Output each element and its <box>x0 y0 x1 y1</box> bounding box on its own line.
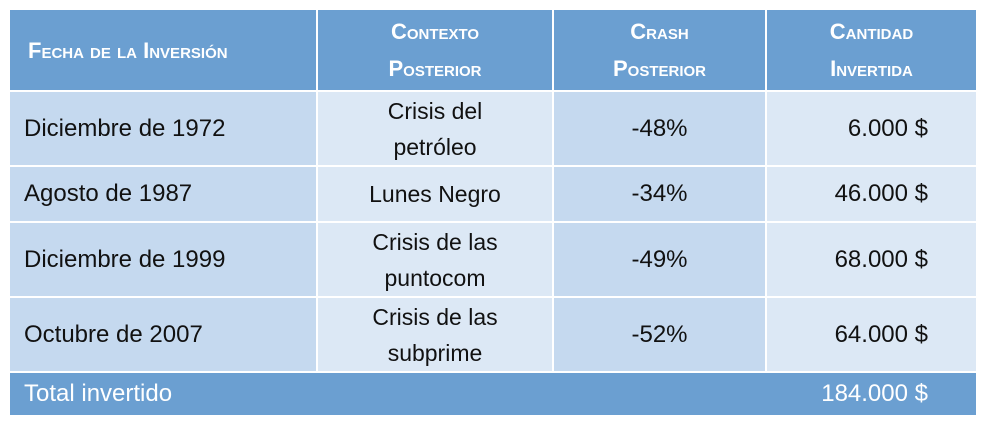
header-date: Fecha de la Inversión <box>10 10 318 92</box>
cell-amount: 46.000 $ <box>766 166 976 223</box>
cell-context-line: Crisis de las <box>372 303 498 330</box>
cell-amount: 6.000 $ <box>766 91 976 167</box>
cell-crash: -34% <box>553 166 767 223</box>
cell-crash: -48% <box>553 91 767 167</box>
table-row: Diciembre de 1999 Crisis de las puntocom… <box>10 222 976 298</box>
table-row: Agosto de 1987 Lunes Negro -34% 46.000 $ <box>10 166 976 223</box>
cell-date: Agosto de 1987 <box>10 166 318 223</box>
header-crash-line: Crash <box>630 19 689 44</box>
table-row: Diciembre de 1972 Crisis del petróleo -4… <box>10 91 976 167</box>
table-header-row: Fecha de la Inversión Contexto Posterior… <box>10 10 976 92</box>
cell-crash: -52% <box>553 297 767 373</box>
cell-context: Crisis de las puntocom <box>317 222 554 298</box>
total-amount: 184.000 $ <box>766 372 976 415</box>
cell-context: Lunes Negro <box>317 166 554 223</box>
header-crash: Crash Posterior <box>553 10 767 92</box>
total-row: Total invertido 184.000 $ <box>10 372 976 415</box>
header-amount: Cantidad Invertida <box>766 10 976 92</box>
cell-amount: 64.000 $ <box>766 297 976 373</box>
cell-date: Diciembre de 1972 <box>10 91 318 167</box>
header-context: Contexto Posterior <box>317 10 554 92</box>
cell-date: Octubre de 2007 <box>10 297 318 373</box>
cell-context-line: petróleo <box>393 133 477 160</box>
cell-date: Diciembre de 1999 <box>10 222 318 298</box>
header-context-line: Posterior <box>388 56 482 81</box>
cell-context: Crisis de las subprime <box>317 297 554 373</box>
table-row: Octubre de 2007 Crisis de las subprime -… <box>10 297 976 373</box>
cell-context: Crisis del petróleo <box>317 91 554 167</box>
header-context-line: Contexto <box>390 19 480 44</box>
cell-crash: -49% <box>553 222 767 298</box>
cell-context-line: Lunes Negro <box>369 181 501 207</box>
header-amount-line: Cantidad <box>829 19 914 44</box>
cell-context-line: Crisis de las <box>372 228 498 255</box>
cell-context-line: Crisis del <box>387 97 483 124</box>
cell-amount: 68.000 $ <box>766 222 976 298</box>
cell-context-line: subprime <box>387 339 483 366</box>
cell-context-line: puntocom <box>384 264 486 291</box>
header-amount-line: Invertida <box>830 56 913 81</box>
total-label: Total invertido <box>10 372 766 415</box>
investment-table: Fecha de la Inversión Contexto Posterior… <box>10 10 976 415</box>
header-crash-line: Posterior <box>612 56 706 81</box>
